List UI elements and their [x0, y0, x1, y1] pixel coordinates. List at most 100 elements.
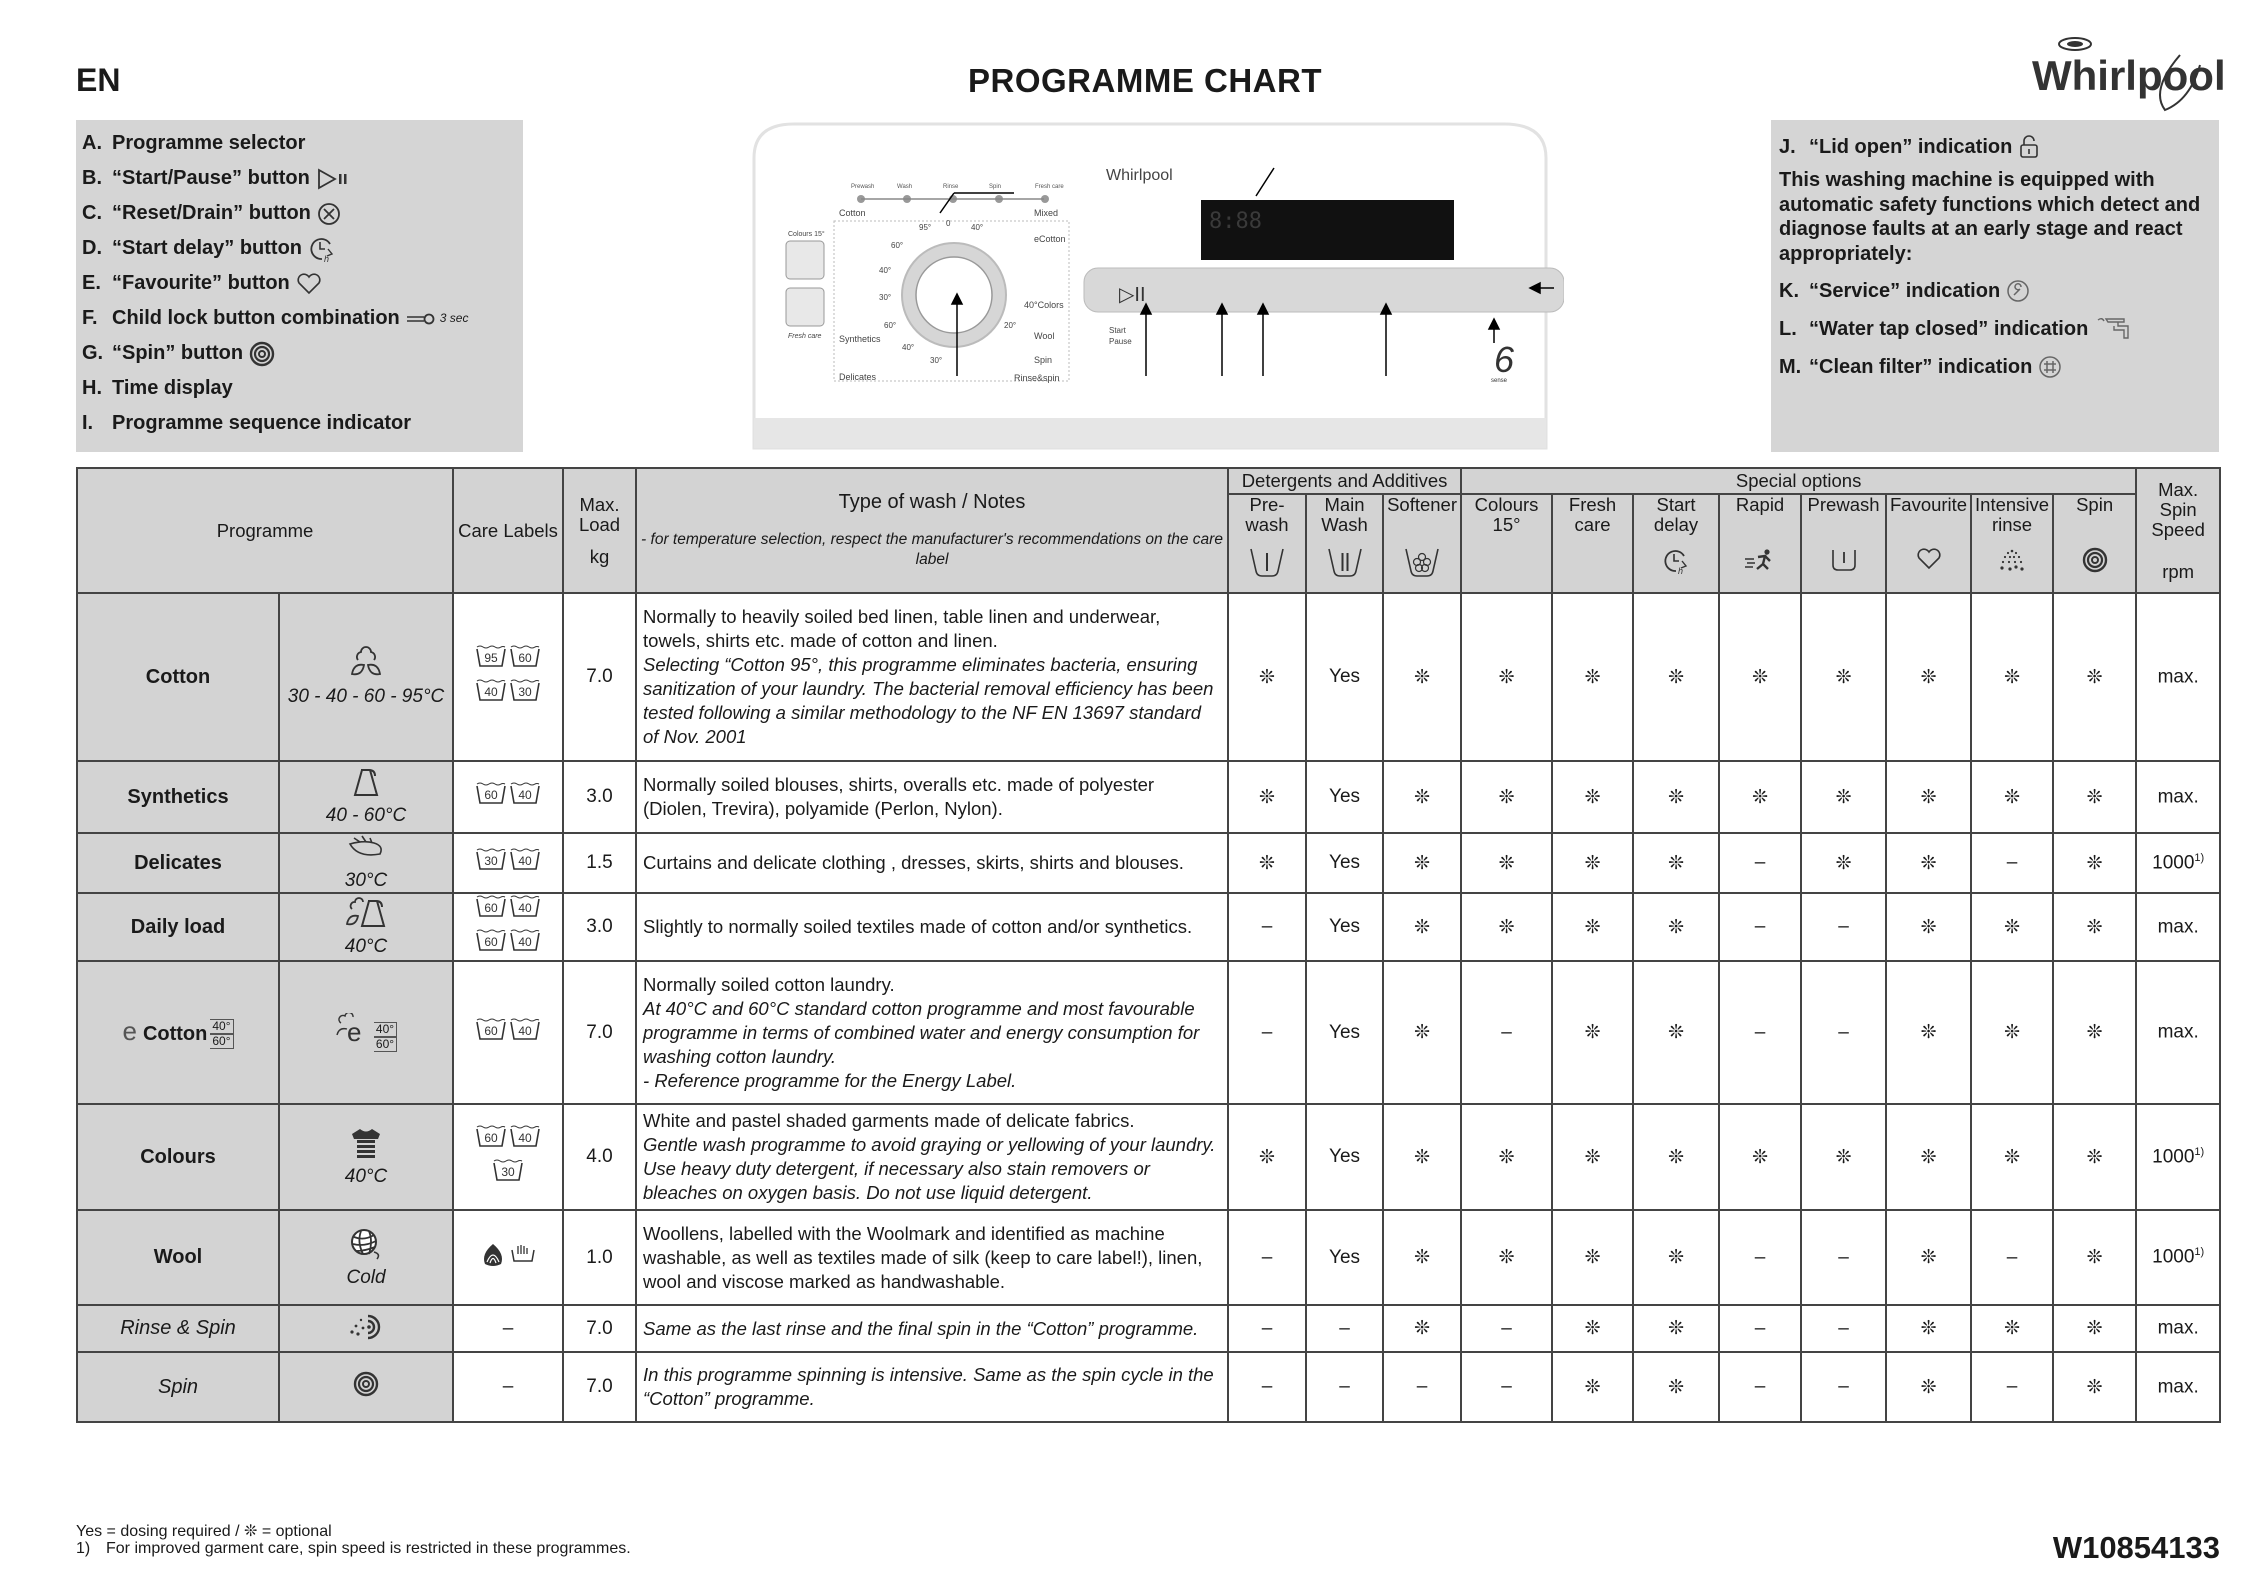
- care-labels-cell: 60 40: [452, 760, 565, 834]
- option-value-cell: Yes: [1305, 960, 1385, 1105]
- option-value-cell: ❊: [1800, 592, 1888, 762]
- programme-symbol-cell: 40°C: [277, 892, 455, 962]
- option-value-cell: ❊: [1885, 1103, 1973, 1211]
- delicates-icon: [346, 834, 386, 864]
- svg-text:eCotton: eCotton: [1034, 234, 1066, 244]
- option-value-cell: ❊: [1970, 592, 2055, 762]
- option-value-cell: ❊: [1885, 1209, 1973, 1306]
- legend-label: Child lock button combination: [112, 307, 400, 329]
- legend-item: M. “Clean filter” indication: [1779, 348, 2219, 386]
- notes-cell: In this programme spinning is intensive.…: [635, 1351, 1230, 1423]
- option-value-cell: ❊: [1800, 832, 1888, 894]
- programme-name-cell: Rinse & Spin: [76, 1304, 280, 1353]
- max-spin-cell: 10001): [2135, 1209, 2222, 1306]
- programme-name-cell: Spin: [76, 1351, 280, 1423]
- svg-text:40°Colors: 40°Colors: [1024, 300, 1064, 310]
- legend-item: K. “Service” indication: [1779, 272, 2219, 310]
- care-labels-cell: 30 40: [452, 832, 565, 894]
- option-value-cell: ❊: [1551, 1304, 1635, 1353]
- cotton-icon: [348, 646, 384, 680]
- header-type-of-wash: Type of wash / Notes - for temperature s…: [635, 467, 1230, 594]
- legend-label: “Service” indication: [1809, 280, 2001, 302]
- colours-icon: [348, 1126, 384, 1160]
- legend-item: B. “Start/Pause” button: [82, 161, 523, 196]
- legend-label: Programme sequence indicator: [112, 412, 411, 434]
- option-value-cell: ❊: [2052, 592, 2138, 762]
- svg-text:40: 40: [518, 1131, 532, 1145]
- svg-text:30: 30: [484, 854, 498, 868]
- max-spin-value: max.: [2157, 666, 2199, 688]
- clock-delay-icon: h: [308, 235, 336, 263]
- intensive-rinse-icon: [1996, 547, 2028, 575]
- option-column-label: Rapid: [1735, 494, 1785, 515]
- option-value-cell: –: [1718, 1209, 1803, 1306]
- option-value-cell: –: [1227, 1304, 1308, 1353]
- header-max-load: Max. Load kg: [562, 467, 638, 594]
- svg-text:30°: 30°: [879, 293, 891, 302]
- time-display: [1201, 200, 1454, 260]
- header-programme: Programme: [75, 467, 455, 594]
- option-value-cell: –: [1800, 1304, 1888, 1353]
- type-of-wash-label: Type of wash / Notes: [838, 490, 1026, 513]
- option-column-label: Colours 15°: [1474, 494, 1539, 535]
- programme-symbol-cell: e 40° 60°: [277, 960, 455, 1105]
- prewash-option-icon: [1830, 547, 1858, 573]
- option-value-cell: ❊: [2052, 960, 2138, 1105]
- option-value-cell: Yes: [1305, 760, 1385, 834]
- option-value-cell: ❊: [1227, 1103, 1308, 1211]
- programme-temperature: 30 - 40 - 60 - 95°C: [287, 686, 445, 707]
- option-column-label: Prewash: [1807, 494, 1880, 515]
- svg-text:Fresh care: Fresh care: [788, 333, 822, 340]
- eco-prefix: e: [122, 1015, 137, 1046]
- legend-label: “Spin” button: [112, 342, 244, 364]
- programme-name-cell: Colours: [76, 1103, 280, 1211]
- svg-text:40°: 40°: [879, 266, 891, 275]
- legend-label: “Start delay” button: [112, 237, 303, 259]
- option-value-cell: Yes: [1305, 592, 1385, 762]
- legend-label: Time display: [112, 377, 233, 399]
- programme-symbol-cell: [277, 1351, 455, 1423]
- max-spin-cell: max.: [2135, 1304, 2222, 1353]
- wash-temp-care-icon: 30: [492, 1158, 524, 1190]
- notes-cell: Same as the last rinse and the final spi…: [635, 1304, 1230, 1353]
- option-value-cell: ❊: [1551, 1103, 1635, 1211]
- option-value-cell: ❊: [1885, 832, 1973, 894]
- programme-row: Rinse & Spin – 7.0 Same as the last rinse a…: [76, 1304, 2222, 1353]
- button-bar: [1083, 267, 1564, 313]
- svg-text:h: h: [324, 254, 329, 263]
- legend-item: D. “Start delay” button h: [82, 231, 523, 266]
- option-column-label: Pre- wash: [1245, 494, 1289, 535]
- temperature-tags: 40° 60°: [210, 1019, 234, 1050]
- legend-letter: E.: [82, 272, 101, 294]
- option-value-cell: ❊: [1551, 832, 1635, 894]
- legend-item: A. Programme selector: [82, 126, 523, 161]
- wash-temp-care-icon: 60: [475, 928, 507, 960]
- footnote-mark: 1): [76, 1540, 91, 1557]
- sequence-label: Fresh care: [1035, 184, 1064, 190]
- max-spin-cell: 10001): [2135, 1103, 2222, 1211]
- legend-label: “Clean filter” indication: [1809, 356, 2033, 378]
- colours15-button[interactable]: [785, 240, 825, 280]
- option-column-label: Intensive rinse: [1975, 494, 2050, 535]
- fresh-care-button[interactable]: [785, 287, 825, 327]
- option-value-cell: ❊: [1632, 1351, 1721, 1423]
- filter-icon: [2038, 355, 2062, 379]
- heart-icon: [296, 272, 322, 296]
- symbol-temperature-tags: 40° 60°: [373, 1022, 398, 1053]
- wash-temp-care-icon: 40: [509, 847, 541, 879]
- legend-item: I. Programme sequence indicator: [82, 406, 523, 441]
- max-load-cell: 7.0: [562, 1304, 638, 1353]
- option-value-cell: ❊: [1382, 592, 1463, 762]
- prewash-basin-icon: [1249, 547, 1285, 579]
- runner-icon: [1743, 547, 1777, 575]
- legend-letter: J.: [1779, 136, 1796, 158]
- child-lock-duration: 3 sec: [439, 311, 469, 325]
- mainwash-basin-icon: [1327, 547, 1363, 579]
- wash-temp-care-icon: 40: [509, 894, 541, 926]
- option-value-cell: –: [1800, 960, 1888, 1105]
- controls-legend-panel: A. Programme selector B. “Start/Pause” butt…: [76, 120, 523, 452]
- footnote-text: For improved garment care, spin speed is…: [106, 1540, 631, 1557]
- option-value-cell: ❊: [2052, 832, 2138, 894]
- legend-label: “Start/Pause” button: [112, 167, 310, 189]
- option-value-cell: –: [1227, 892, 1308, 962]
